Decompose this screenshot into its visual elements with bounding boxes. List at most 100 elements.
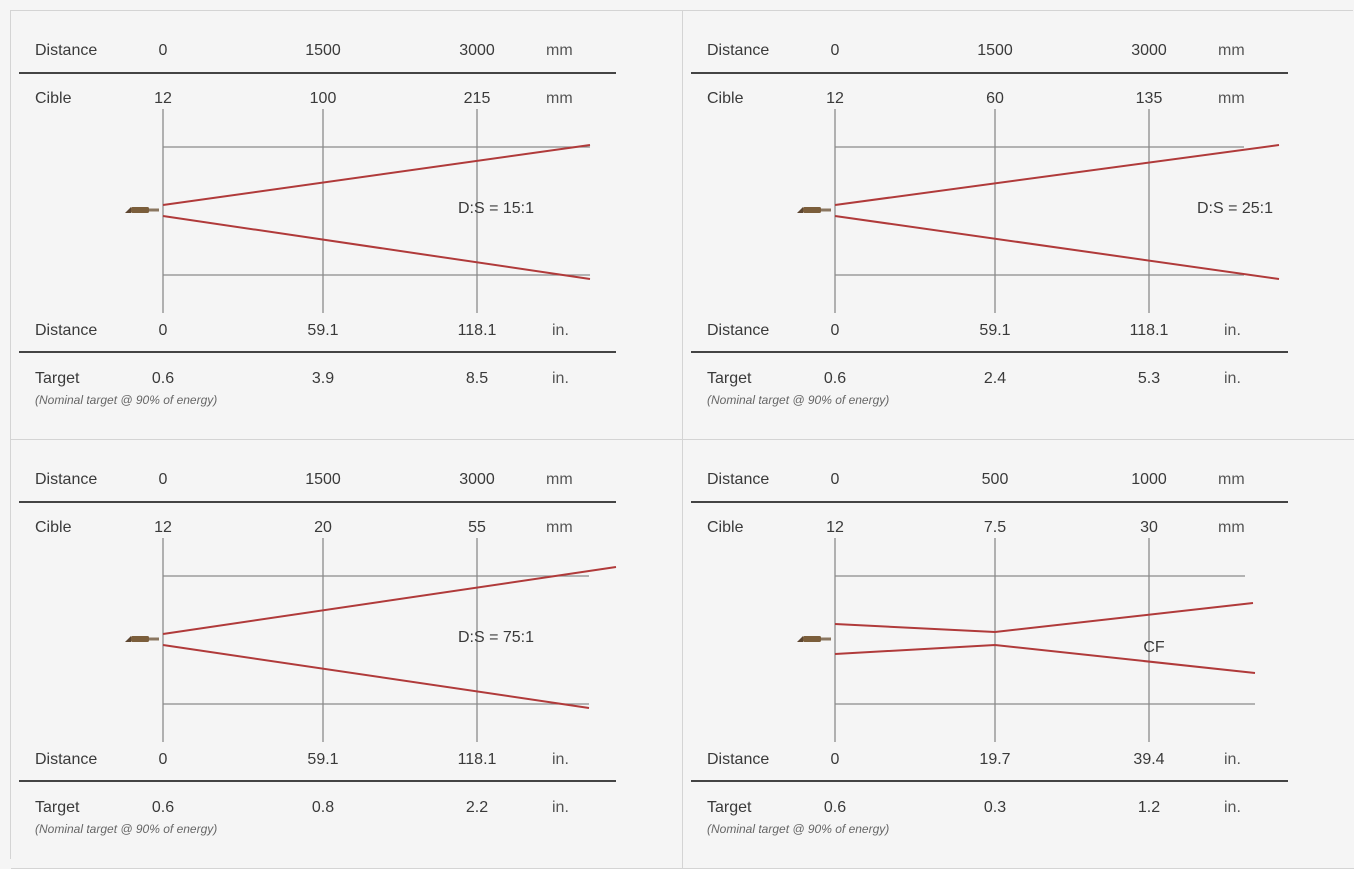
distance-mm-value: 1500 — [977, 42, 1013, 59]
cible-value: 7.5 — [984, 519, 1006, 536]
distance-in-value: 118.1 — [458, 322, 497, 339]
panel-diagram: Distance 0 1500 3000 mm Cible 12 100 215 mm D:S = … — [19, 42, 616, 407]
distance-in-label: Distance — [707, 751, 769, 768]
cible-value: 12 — [154, 519, 172, 536]
distance-in-label: Distance — [707, 322, 769, 339]
distance-mm-value: 0 — [159, 42, 168, 59]
distance-in-value: 118.1 — [1130, 322, 1169, 339]
cible-value: 20 — [314, 519, 332, 536]
distance-in-unit: in. — [1224, 322, 1241, 339]
target-unit: in. — [1224, 370, 1241, 387]
cible-label: Cible — [35, 519, 72, 536]
distance-mm-value: 1500 — [305, 42, 341, 59]
distance-mm-label: Distance — [707, 471, 769, 488]
distance-mm-unit: mm — [546, 471, 573, 488]
cible-unit: mm — [546, 90, 573, 107]
nominal-target-note: (Nominal target @ 90% of energy) — [707, 393, 889, 407]
sensor-icon — [797, 207, 831, 213]
distance-mm-value: 0 — [831, 471, 840, 488]
beam-lower-line — [834, 215, 1280, 280]
panel-ds-15: Distance 0 1500 3000 mm Cible 12 100 215 mm D:S = … — [11, 11, 683, 440]
cible-label: Cible — [35, 90, 72, 107]
distance-mm-value: 500 — [982, 471, 1009, 488]
target-value: 0.8 — [312, 799, 334, 816]
distance-in-value: 0 — [159, 322, 168, 339]
target-label: Target — [707, 370, 752, 387]
distance-in-unit: in. — [552, 322, 569, 339]
distance-in-value: 59.1 — [307, 751, 338, 768]
distance-mm-value: 0 — [159, 471, 168, 488]
beam-lower-line — [162, 644, 590, 709]
target-value: 5.3 — [1138, 370, 1160, 387]
ds-ratio-label: D:S = 15:1 — [458, 200, 534, 217]
beam-lower-line — [834, 643, 1256, 674]
diagram-grid: Distance 0 1500 3000 mm Cible 12 100 215 mm D:S = … — [10, 10, 1354, 869]
distance-in-value: 39.4 — [1133, 751, 1164, 768]
target-value: 2.2 — [466, 799, 488, 816]
target-value: 0.6 — [824, 799, 846, 816]
ds-ratio-label: D:S = 75:1 — [458, 629, 534, 646]
ds-ratio-label: CF — [1143, 639, 1165, 656]
target-value: 8.5 — [466, 370, 488, 387]
target-value: 3.9 — [312, 370, 334, 387]
sensor-icon — [797, 636, 831, 642]
target-label: Target — [707, 799, 752, 816]
target-value: 1.2 — [1138, 799, 1160, 816]
panel-ds-25: Distance 0 1500 3000 mm Cible 12 60 135 mm D:S = 2… — [683, 11, 1354, 440]
panel-diagram: Distance 0 1500 3000 mm Cible 12 60 135 mm D:S = 2… — [691, 42, 1288, 407]
distance-in-value: 19.7 — [979, 751, 1010, 768]
sensor-icon — [125, 207, 159, 213]
beam-upper-line — [834, 144, 1280, 206]
cible-value: 100 — [310, 90, 337, 107]
cible-value: 55 — [468, 519, 486, 536]
distance-mm-value: 1000 — [1131, 471, 1167, 488]
beam-lower-line — [162, 215, 591, 280]
target-value: 2.4 — [984, 370, 1006, 387]
distance-in-value: 118.1 — [458, 751, 497, 768]
panel-cf: Distance 0 500 1000 mm Cible 12 7.5 30 mm CF Distan… — [683, 440, 1354, 869]
distance-in-value: 59.1 — [307, 322, 338, 339]
target-value: 0.6 — [152, 370, 174, 387]
distance-in-value: 59.1 — [979, 322, 1010, 339]
distance-mm-label: Distance — [35, 471, 97, 488]
ds-ratio-label: D:S = 25:1 — [1197, 200, 1273, 217]
target-label: Target — [35, 799, 80, 816]
beam-upper-line — [834, 602, 1254, 634]
distance-in-value: 0 — [831, 751, 840, 768]
panel-diagram: Distance 0 500 1000 mm Cible 12 7.5 30 mm CF Distan… — [691, 471, 1288, 836]
distance-mm-label: Distance — [35, 42, 97, 59]
nominal-target-note: (Nominal target @ 90% of energy) — [35, 393, 217, 407]
target-label: Target — [35, 370, 80, 387]
cible-label: Cible — [707, 519, 744, 536]
nominal-target-note: (Nominal target @ 90% of energy) — [707, 822, 889, 836]
target-unit: in. — [1224, 799, 1241, 816]
cible-value: 60 — [986, 90, 1004, 107]
target-unit: in. — [552, 799, 569, 816]
distance-mm-label: Distance — [707, 42, 769, 59]
cible-value: 215 — [464, 90, 491, 107]
distance-mm-value: 3000 — [459, 42, 495, 59]
sensor-icon — [125, 636, 159, 642]
distance-in-value: 0 — [159, 751, 168, 768]
target-value: 0.6 — [152, 799, 174, 816]
distance-in-unit: in. — [552, 751, 569, 768]
distance-mm-value: 3000 — [1131, 42, 1167, 59]
cible-unit: mm — [1218, 90, 1245, 107]
distance-mm-value: 3000 — [459, 471, 495, 488]
panel-diagram: Distance 0 1500 3000 mm Cible 12 20 55 mm D:S = 75… — [19, 471, 617, 836]
nominal-target-note: (Nominal target @ 90% of energy) — [35, 822, 217, 836]
cible-label: Cible — [707, 90, 744, 107]
cible-unit: mm — [1218, 519, 1245, 536]
cible-value: 30 — [1140, 519, 1158, 536]
cible-value: 135 — [1136, 90, 1163, 107]
distance-mm-unit: mm — [1218, 471, 1245, 488]
cible-value: 12 — [826, 90, 844, 107]
distance-mm-unit: mm — [1218, 42, 1245, 59]
distance-mm-value: 1500 — [305, 471, 341, 488]
distance-mm-value: 0 — [831, 42, 840, 59]
distance-in-unit: in. — [1224, 751, 1241, 768]
target-unit: in. — [552, 370, 569, 387]
distance-in-value: 0 — [831, 322, 840, 339]
distance-in-label: Distance — [35, 322, 97, 339]
target-value: 0.3 — [984, 799, 1006, 816]
